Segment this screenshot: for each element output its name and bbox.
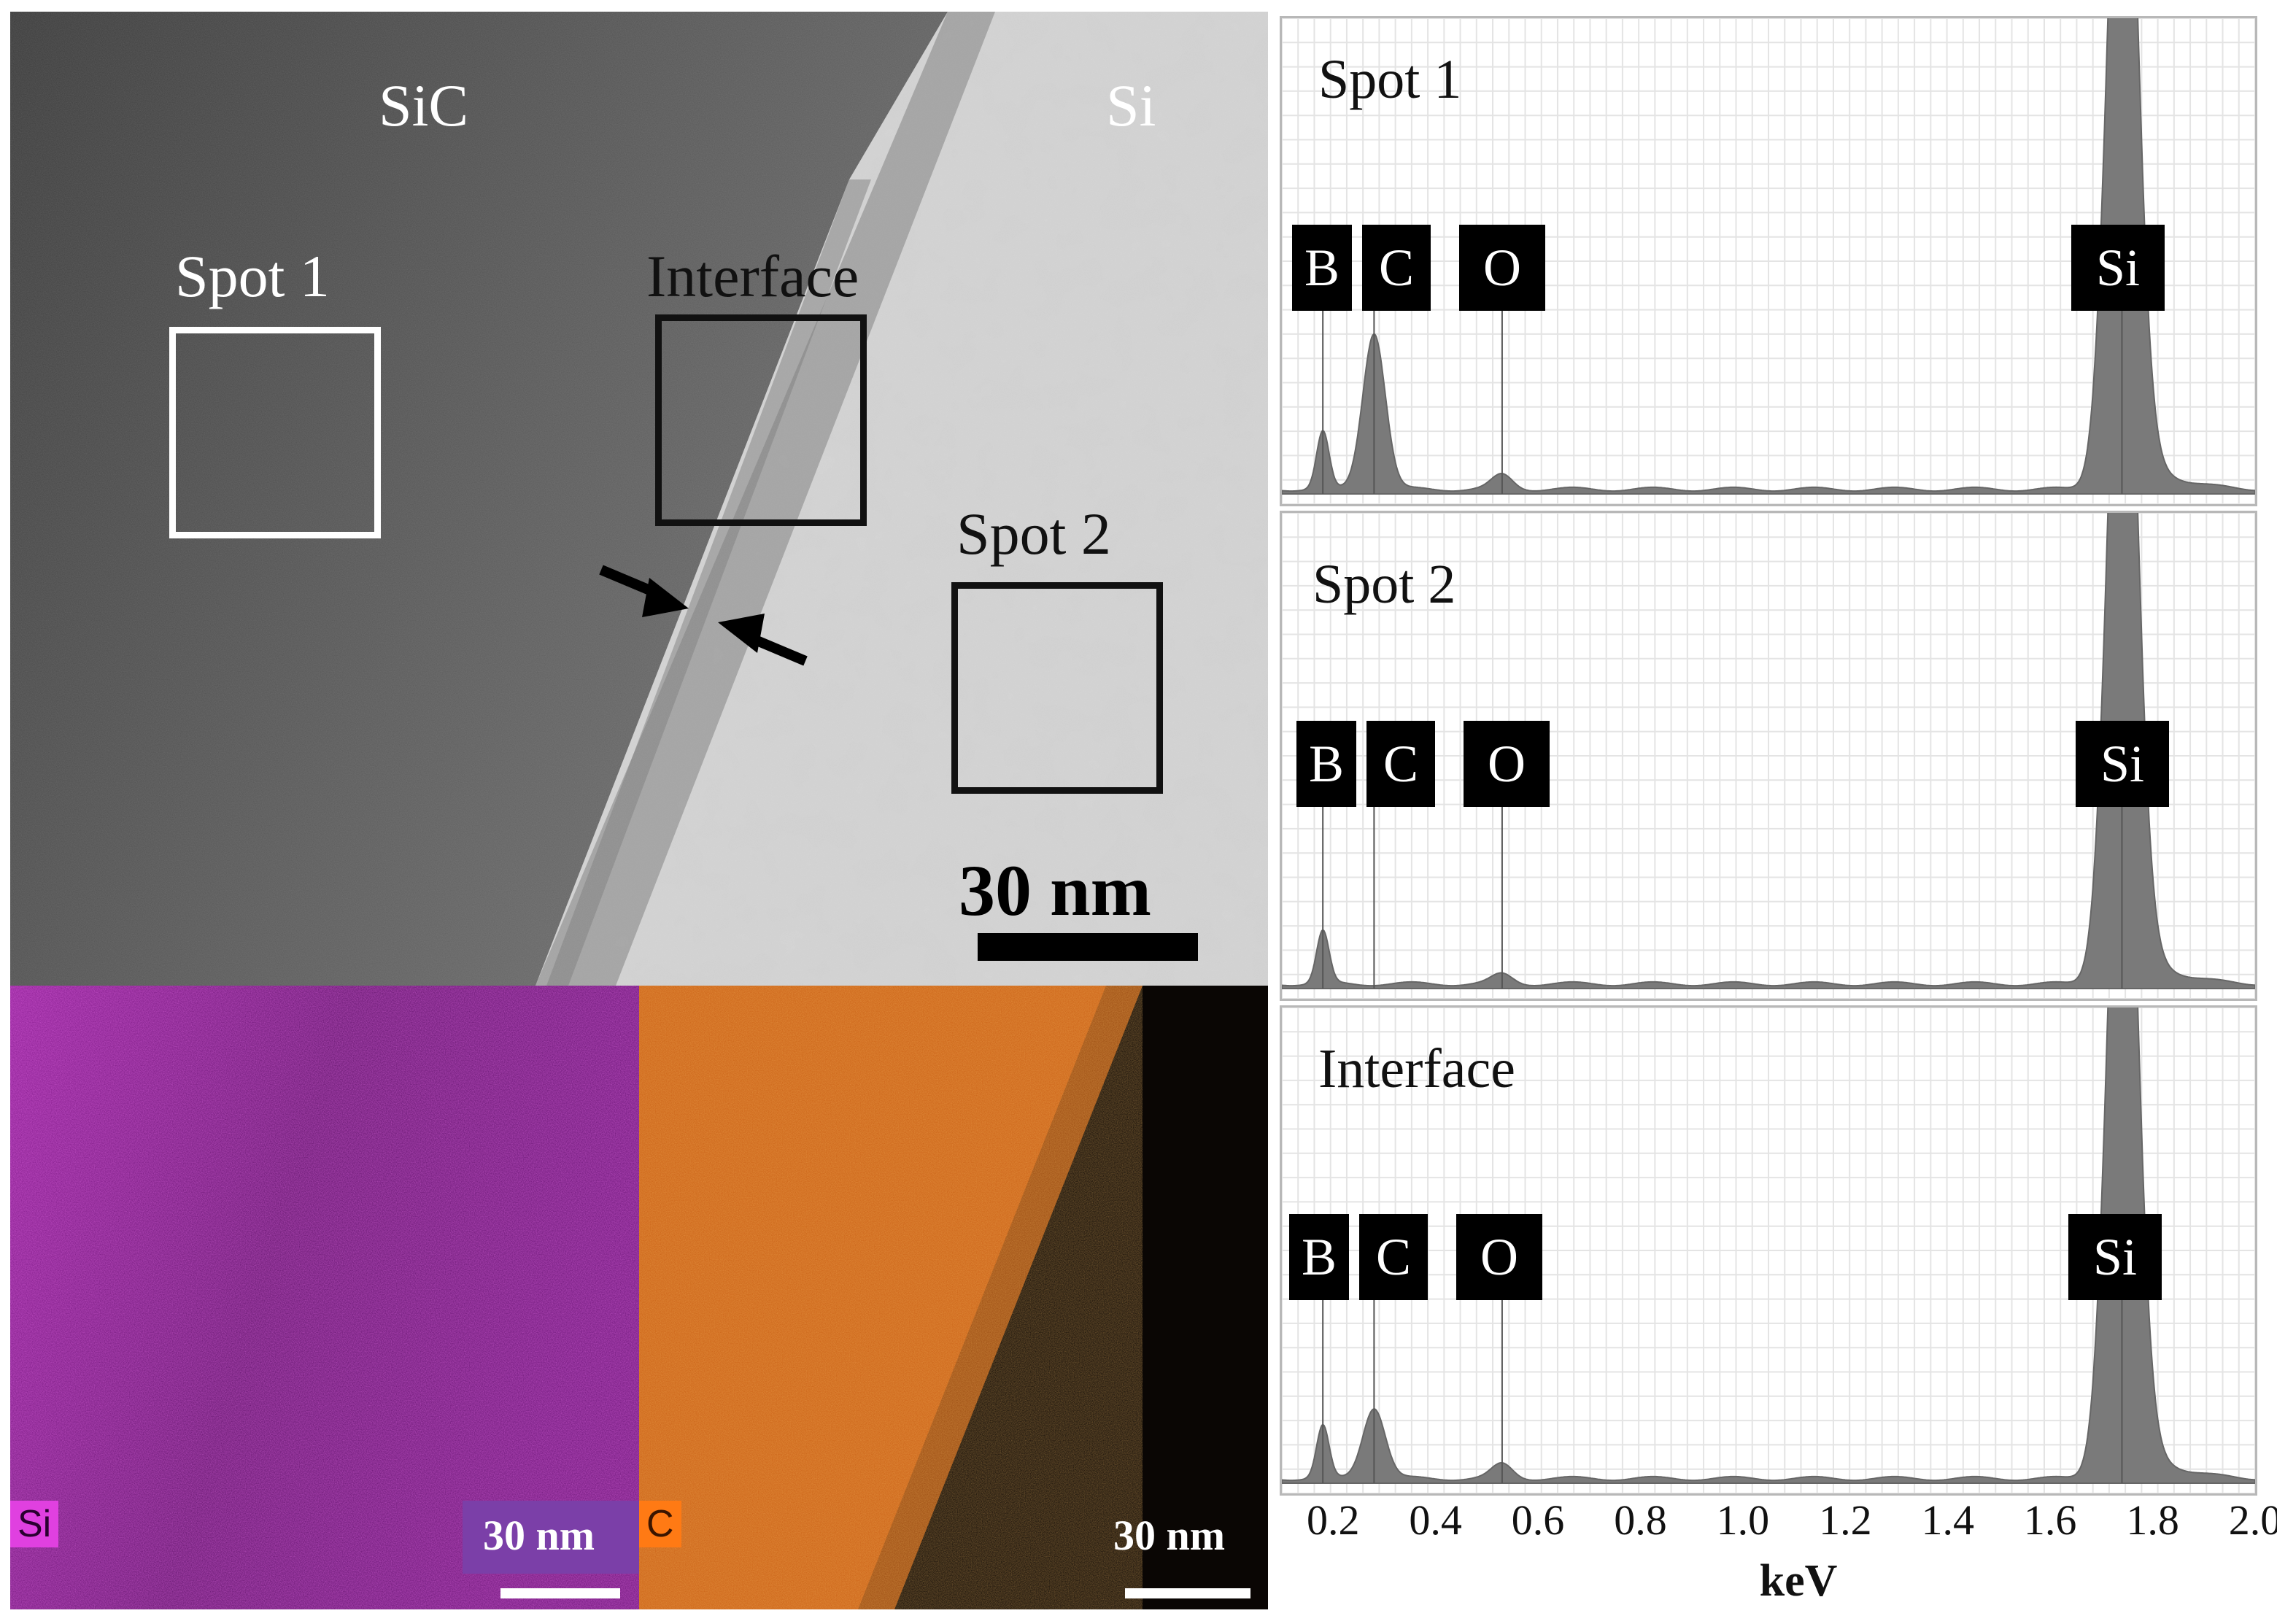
x-tick-label: 1.8 bbox=[2126, 1496, 2179, 1544]
spot2-peak-b: B bbox=[1296, 721, 1356, 807]
spectrum-spot-1-area bbox=[1282, 18, 2255, 495]
spectrum-interface-plot bbox=[1282, 1008, 2255, 1493]
c-map-scale-label: 30 nm bbox=[1113, 1512, 1226, 1559]
spectrum-spot2-title: Spot 2 bbox=[1313, 554, 1456, 615]
tem-scale-bar bbox=[978, 933, 1198, 961]
x-tick-label: 0.8 bbox=[1614, 1496, 1667, 1544]
interface-peak-si: Si bbox=[2068, 1214, 2162, 1300]
c-map-background bbox=[639, 986, 1268, 1609]
spot1-box bbox=[169, 327, 381, 538]
spectrum-panel-spot1: Spot 1 B C O Si bbox=[1280, 16, 2257, 506]
x-tick-label: 0.6 bbox=[1511, 1496, 1565, 1544]
spot2-peak-si: Si bbox=[2076, 721, 2169, 807]
spot1-peak-b: B bbox=[1292, 225, 1352, 311]
c-map-scale-bar bbox=[1125, 1588, 1250, 1598]
eds-map-si: Si 30 nm bbox=[10, 986, 639, 1609]
x-tick-label: 0.2 bbox=[1306, 1496, 1360, 1544]
x-tick-label: 1.4 bbox=[1921, 1496, 1974, 1544]
interface-arrows bbox=[599, 565, 808, 666]
spot1-peak-si: Si bbox=[2071, 225, 2165, 311]
c-map-badge: C bbox=[639, 1501, 681, 1547]
x-tick-label: 2.0 bbox=[2228, 1496, 2277, 1544]
arrow-left-icon bbox=[718, 614, 808, 666]
x-axis-ticks: 0.2 0.4 0.6 0.8 1.0 1.2 1.4 1.6 1.8 2.0 bbox=[0, 1499, 2277, 1550]
spectrum-spot1-title: Spot 1 bbox=[1318, 49, 1462, 110]
spot2-box bbox=[951, 582, 1163, 794]
spot1-label: Spot 1 bbox=[175, 243, 330, 309]
spot1-peak-o: O bbox=[1459, 225, 1545, 311]
interface-peak-o: O bbox=[1456, 1214, 1542, 1300]
arrow-right-icon bbox=[599, 565, 689, 617]
interface-peak-c: C bbox=[1359, 1214, 1428, 1300]
interface-peak-b: B bbox=[1289, 1214, 1349, 1300]
spot2-peak-c: C bbox=[1366, 721, 1435, 807]
spectrum-spot-2-area bbox=[1282, 513, 2255, 989]
si-region-label: Si bbox=[1106, 72, 1156, 139]
x-tick-label: 0.4 bbox=[1409, 1496, 1462, 1544]
spectrum-interface-area bbox=[1282, 1008, 2255, 1484]
spot2-label: Spot 2 bbox=[956, 500, 1111, 567]
si-map-scale-bar bbox=[500, 1588, 620, 1598]
spot2-peak-o: O bbox=[1464, 721, 1550, 807]
tem-scale-bar-label: 30 nm bbox=[959, 850, 1151, 931]
x-tick-label: 1.2 bbox=[1819, 1496, 1872, 1544]
si-map-badge: Si bbox=[10, 1501, 59, 1547]
eds-map-c: C 30 nm bbox=[639, 986, 1268, 1609]
si-map-scale-box bbox=[463, 1501, 639, 1574]
tem-image-background bbox=[10, 12, 1268, 986]
spectrum-panel-spot2: Spot 2 B C O Si bbox=[1280, 511, 2257, 1001]
interface-box bbox=[655, 314, 867, 526]
tem-image: SiC Si Spot 1 Interface Spot 2 30 nm bbox=[10, 12, 1268, 986]
spectrum-panel-interface: Interface B C O Si bbox=[1280, 1005, 2257, 1496]
spot1-peak-c: C bbox=[1362, 225, 1431, 311]
x-tick-label: 1.6 bbox=[2023, 1496, 2077, 1544]
x-tick-label: 1.0 bbox=[1716, 1496, 1770, 1544]
spectrum-interface-title: Interface bbox=[1318, 1038, 1515, 1099]
x-axis-title: keV bbox=[1759, 1556, 1838, 1606]
interface-label: Interface bbox=[646, 243, 859, 309]
sic-region-label: SiC bbox=[379, 72, 469, 139]
si-map-scale-label: 30 nm bbox=[483, 1512, 595, 1559]
